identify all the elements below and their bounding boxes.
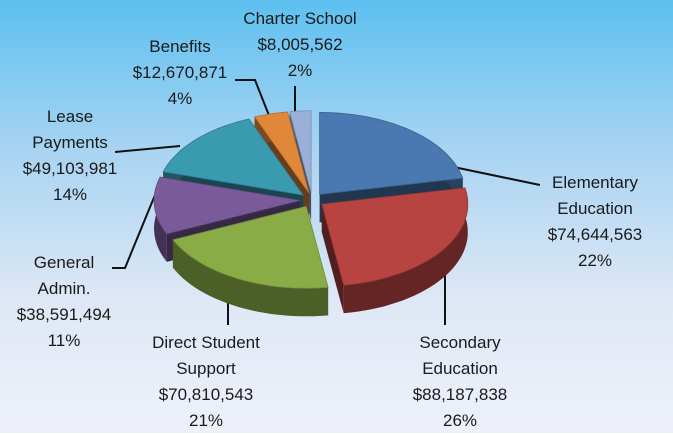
data-label: Lease Payments $49,103,981 14% (15, 104, 125, 208)
slice (153, 176, 301, 235)
percent-label: 2% (287, 61, 313, 80)
slice-rim (172, 239, 329, 317)
value-label: $38,591,494 (16, 305, 112, 324)
percent-label: 21% (188, 411, 224, 430)
value-label: $70,810,543 (158, 385, 254, 404)
value-label: $88,187,838 (412, 385, 508, 404)
slice (319, 111, 464, 195)
data-label: Elementary Education $74,644,563 22% (540, 170, 650, 274)
data-label: Direct Student Support $70,810,543 21% (131, 330, 281, 434)
value-label: $49,103,981 (22, 159, 118, 178)
value-label: $74,644,563 (547, 225, 643, 244)
percent-label: 11% (47, 331, 81, 350)
percent-label: 4% (167, 89, 193, 108)
data-label: General Admin. $38,591,494 11% (14, 250, 114, 354)
slice (289, 110, 312, 193)
percent-label: 26% (442, 411, 478, 430)
category-label: Secondary Education (419, 333, 501, 378)
leader-line (235, 79, 271, 119)
leader-line (114, 145, 181, 153)
slice-rim (343, 187, 468, 314)
category-label: Direct Student Support (152, 333, 260, 378)
slice (162, 118, 304, 196)
data-label: Charter School $8,005,562 2% (225, 6, 375, 84)
slice (172, 205, 329, 289)
value-label: $8,005,562 (257, 35, 343, 54)
slice (321, 187, 469, 286)
data-label: Secondary Education $88,187,838 26% (400, 330, 520, 434)
slice (254, 111, 310, 194)
category-label: General Admin. (33, 253, 95, 298)
slice-side (321, 204, 344, 314)
category-label: Elementary Education (552, 173, 638, 218)
category-label: Charter School (243, 9, 357, 28)
slice-tops (153, 110, 469, 289)
category-label: Lease Payments (32, 107, 108, 152)
leader-line (112, 194, 156, 269)
percent-label: 22% (577, 251, 613, 270)
category-label: Benefits (149, 37, 211, 56)
value-label: $12,670,871 (132, 63, 228, 82)
percent-label: 14% (52, 185, 88, 204)
data-label: Benefits $12,670,871 4% (115, 34, 245, 112)
